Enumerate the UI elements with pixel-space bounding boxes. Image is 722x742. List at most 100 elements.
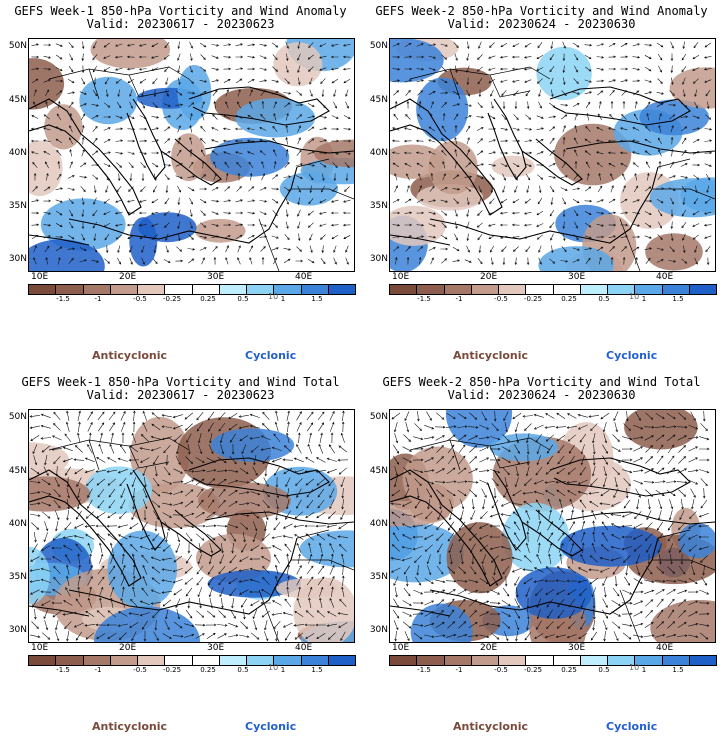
- wind-vector-arrow: [176, 246, 183, 252]
- wind-vector-arrow: [285, 221, 289, 230]
- wind-vector-arrow: [665, 579, 677, 583]
- lon-label: 10E: [31, 272, 49, 282]
- wind-vector-arrow: [488, 211, 496, 215]
- wind-vector-arrow: [141, 245, 145, 253]
- wind-vector-arrow: [117, 89, 120, 98]
- country-borders: [48, 66, 354, 271]
- wind-vector-arrow: [634, 173, 637, 181]
- wind-vector-arrow: [412, 458, 424, 462]
- wind-vector-arrow: [92, 125, 98, 132]
- wind-vector-arrow: [428, 43, 437, 47]
- wind-vector-arrow: [404, 163, 412, 167]
- wind-vector-arrow: [93, 197, 97, 205]
- wind-vector-arrow: [545, 589, 555, 596]
- wind-vector-arrow: [404, 223, 413, 227]
- wind-vector-arrow: [501, 600, 511, 607]
- wind-vector-arrow: [330, 55, 339, 59]
- wind-vector-arrow: [228, 566, 238, 574]
- wind-vector-arrow: [549, 209, 555, 217]
- wind-vector-arrow: [447, 609, 455, 619]
- wind-vector-arrow: [535, 466, 543, 476]
- colorbar-segment: [83, 656, 111, 665]
- wind-vector-arrow: [30, 151, 39, 155]
- wind-vector-arrow: [632, 534, 643, 540]
- wind-vector-arrow: [130, 598, 138, 607]
- wind-vector-arrow: [610, 501, 621, 507]
- wind-vector-arrow: [77, 432, 81, 443]
- wind-vector-arrow: [142, 564, 148, 575]
- wind-vector-arrow: [55, 43, 63, 47]
- wind-vector-arrow: [536, 455, 541, 466]
- wind-vector-arrow: [250, 511, 260, 519]
- wind-vector-arrow: [584, 91, 593, 95]
- wind-vector-arrow: [402, 457, 412, 463]
- wind-vector-arrow: [658, 65, 662, 73]
- wind-vector-arrow: [490, 632, 500, 640]
- wind-vector-arrow: [97, 576, 105, 586]
- wind-vector-arrow: [645, 101, 651, 109]
- wind-vector-arrow: [80, 186, 86, 193]
- wind-vector-arrow: [235, 234, 243, 240]
- wind-vector-arrow: [698, 512, 709, 518]
- wind-vector-arrow: [610, 256, 614, 265]
- anticyclonic-region: [650, 600, 715, 642]
- wind-vector-arrow: [141, 173, 145, 182]
- wind-vector-arrow: [141, 587, 149, 597]
- wind-vector-arrow: [331, 127, 340, 131]
- wind-vector-arrow: [479, 634, 490, 639]
- wind-vector-arrow: [116, 101, 122, 109]
- wind-vector-arrow: [488, 235, 496, 239]
- wind-vector-arrow: [295, 103, 304, 107]
- wind-vector-arrow: [478, 41, 482, 49]
- wind-vector-arrow: [153, 185, 157, 193]
- wind-vector-arrow: [252, 466, 258, 476]
- wind-vector-arrow: [131, 510, 137, 521]
- wind-vector-arrow: [274, 466, 280, 476]
- wind-vector-arrow: [29, 589, 40, 595]
- wind-vector-arrow: [211, 211, 219, 215]
- wind-vector-arrow: [522, 491, 534, 495]
- wind-vector-arrow: [525, 433, 530, 444]
- wind-vector-arrow: [441, 138, 447, 144]
- wind-vector-arrow: [85, 610, 95, 617]
- wind-vector-arrow: [622, 589, 633, 595]
- wind-vector-arrow: [602, 455, 608, 465]
- wind-vector-arrow: [406, 173, 410, 181]
- wind-vector-arrow: [657, 173, 663, 180]
- wind-vector-arrow: [625, 410, 629, 422]
- wind-vector-arrow: [450, 554, 453, 565]
- wind-vector-arrow: [163, 210, 170, 216]
- wind-vector-arrow: [54, 477, 60, 488]
- wind-vector-arrow: [668, 510, 673, 521]
- colorbar-tick: -0.25: [523, 295, 543, 303]
- wind-vector-arrow: [30, 491, 41, 495]
- wind-vector-arrow: [64, 621, 72, 630]
- wind-vector-arrow: [545, 467, 555, 475]
- wind-vector-arrow: [468, 468, 479, 474]
- wind-vector-arrow: [29, 425, 40, 429]
- wind-vector-arrow: [306, 499, 314, 509]
- wind-vector-arrow: [293, 624, 305, 627]
- wind-vector-arrow: [262, 500, 270, 509]
- wind-vector-arrow: [130, 544, 138, 552]
- wind-vector-arrow: [436, 412, 445, 420]
- wind-vector-arrow: [246, 127, 255, 131]
- wind-vector-arrow: [97, 499, 105, 509]
- wind-vector-arrow: [115, 78, 122, 84]
- wind-vector-arrow: [185, 587, 193, 597]
- wind-vector-arrow: [416, 564, 420, 576]
- wind-vector-arrow: [677, 468, 688, 474]
- wind-vector-arrow: [493, 410, 497, 422]
- wind-vector-arrow: [234, 139, 243, 143]
- wind-vector-arrow: [151, 115, 160, 119]
- wind-vector-arrow: [150, 211, 159, 215]
- wind-vector-arrow: [667, 532, 675, 542]
- wind-vector-arrow: [305, 457, 315, 463]
- wind-vector-arrow: [198, 543, 202, 554]
- wind-vector-arrow: [249, 257, 253, 265]
- wind-vector-arrow: [416, 43, 424, 47]
- wind-vector-arrow: [501, 534, 511, 540]
- wind-vector-arrow: [161, 414, 172, 418]
- wind-vector-arrow: [704, 139, 713, 143]
- wind-vector-arrow: [622, 100, 626, 109]
